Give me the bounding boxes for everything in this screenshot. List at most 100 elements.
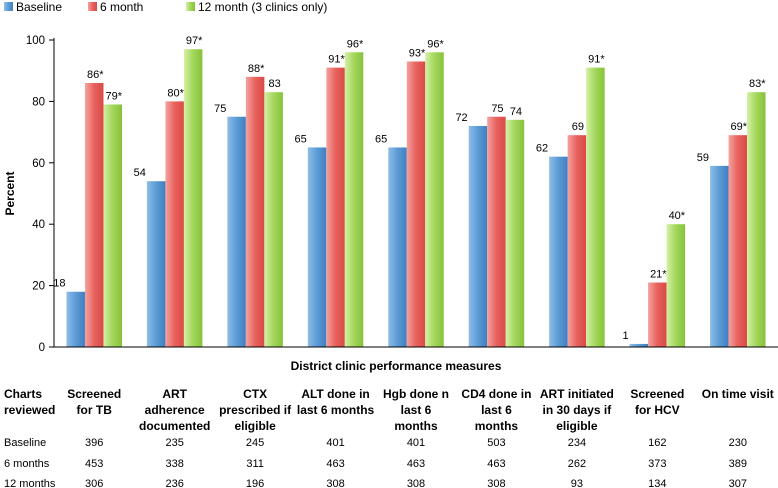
table-cell: 463	[487, 458, 505, 470]
table-cell: 308	[407, 478, 425, 488]
table-cell: 236	[165, 478, 183, 488]
data-label: 83*	[749, 78, 766, 90]
x-axis: District clinic performance measures	[54, 346, 778, 373]
legend-swatch-1	[88, 2, 97, 11]
category-label-4: last 6	[401, 403, 432, 417]
bar-baseline-1	[146, 181, 166, 347]
bar-12-month-3-clinics-only--5	[505, 119, 525, 347]
category-label-6: eligible	[556, 419, 598, 433]
data-label: 75	[214, 103, 226, 115]
category-label-0: for TB	[77, 403, 113, 417]
category-label-2: eligible	[234, 419, 276, 433]
table-cell: 196	[246, 478, 264, 488]
table-cell: 373	[648, 458, 666, 470]
data-label: 59	[697, 152, 709, 164]
bar-baseline-6	[549, 156, 568, 347]
data-label: 54	[134, 167, 146, 179]
category-label-3: last 6 months	[297, 403, 375, 417]
bar-6-month-5	[487, 116, 506, 347]
category-label-8: On time visit	[702, 387, 774, 401]
category-label-6: in 30 days if	[543, 403, 613, 417]
table-cell: 389	[729, 458, 747, 470]
bar-12-month-3-clinics-only--3	[344, 52, 364, 347]
data-label: 62	[536, 143, 548, 155]
bar-baseline-5	[468, 125, 488, 348]
bars	[66, 49, 766, 348]
data-label: 91*	[328, 54, 345, 66]
bar-6-month-2	[245, 76, 265, 347]
category-label-7: for HCV	[635, 403, 680, 417]
bar-12-month-3-clinics-only--6	[586, 67, 605, 347]
legend-label-1: 6 month	[100, 0, 143, 14]
category-label-2: prescribed if	[219, 403, 292, 417]
category-label-0: Screened	[67, 387, 121, 401]
data-label: 65	[375, 133, 387, 145]
table-row-label: Baseline	[4, 437, 46, 449]
category-label-2: CTX	[243, 387, 267, 401]
legend-swatch-2	[186, 2, 195, 11]
data-label: 75	[491, 103, 503, 115]
data-label: 80*	[167, 87, 184, 99]
data-label: 69*	[731, 121, 748, 133]
category-label-3: ALT done in	[301, 387, 369, 401]
data-label: 86*	[87, 69, 104, 81]
y-tick-label: 40	[32, 219, 45, 231]
bar-6-month-8	[728, 135, 748, 347]
table-cell: 230	[729, 437, 747, 449]
table-header: Charts	[4, 387, 42, 401]
table-cell: 453	[85, 458, 103, 470]
data-label: 96*	[347, 38, 364, 50]
data-label: 93*	[409, 47, 426, 59]
data-label: 18	[53, 278, 65, 290]
bar-12-month-3-clinics-only--4	[425, 52, 444, 347]
data-label: 40*	[669, 210, 686, 222]
data-label: 72	[455, 112, 467, 124]
y-tick-label: 0	[39, 342, 45, 354]
legend-label-2: 12 month (3 clinics only)	[198, 0, 327, 14]
data-label: 65	[295, 133, 307, 145]
y-axis-title: Percent	[3, 171, 17, 215]
bar-baseline-0	[66, 291, 85, 347]
bar-6-month-4	[406, 61, 426, 348]
data-label: 97*	[186, 35, 203, 47]
table-cell: 308	[487, 478, 505, 488]
table-cell: 262	[568, 458, 586, 470]
legend-swatch-0	[4, 2, 13, 11]
table-header: reviewed	[4, 403, 55, 417]
table-cell: 306	[85, 478, 103, 488]
y-tick-label: 60	[32, 158, 45, 170]
category-label-6: ART initiated	[540, 387, 614, 401]
bar-6-month-3	[326, 67, 345, 347]
table-cell: 401	[407, 437, 425, 449]
table-cell: 134	[648, 478, 666, 488]
data-label: 69	[572, 121, 584, 133]
data-label: 88*	[248, 63, 265, 75]
table-cell: 401	[326, 437, 344, 449]
x-axis-title: District clinic performance measures	[291, 359, 502, 373]
table-cell: 311	[246, 458, 264, 470]
bar-12-month-3-clinics-only--7	[666, 224, 686, 347]
category-label-1: adherence	[145, 403, 205, 417]
bar-12-month-3-clinics-only--2	[264, 92, 283, 347]
category-label-7: Screened	[630, 387, 684, 401]
bar-baseline-4	[388, 147, 407, 347]
table-cell: 463	[326, 458, 344, 470]
y-axis: 0 20 40 60 80 100 Percent	[3, 35, 55, 354]
data-label: 83	[268, 78, 280, 90]
table-row-label: 6 months	[4, 458, 50, 470]
legend-label-0: Baseline	[16, 0, 62, 14]
bar-6-month-7	[648, 282, 667, 347]
table-cell: 245	[246, 437, 264, 449]
bar-labels: 1886*79*5480*97*7588*836591*96*6593*96*7…	[53, 35, 766, 342]
data-label: 21*	[650, 269, 667, 281]
table-cell: 463	[407, 458, 425, 470]
bar-12-month-3-clinics-only--0	[103, 104, 122, 347]
charts-reviewed-table: Charts reviewed Screened for TB ART adherence…	[4, 387, 774, 488]
category-label-1: ART	[162, 387, 187, 401]
table-cell: 338	[165, 458, 183, 470]
bar-baseline-8	[710, 165, 729, 347]
bar-12-month-3-clinics-only--8	[747, 92, 766, 347]
bar-baseline-3	[307, 147, 327, 347]
data-label: 91*	[588, 54, 605, 66]
